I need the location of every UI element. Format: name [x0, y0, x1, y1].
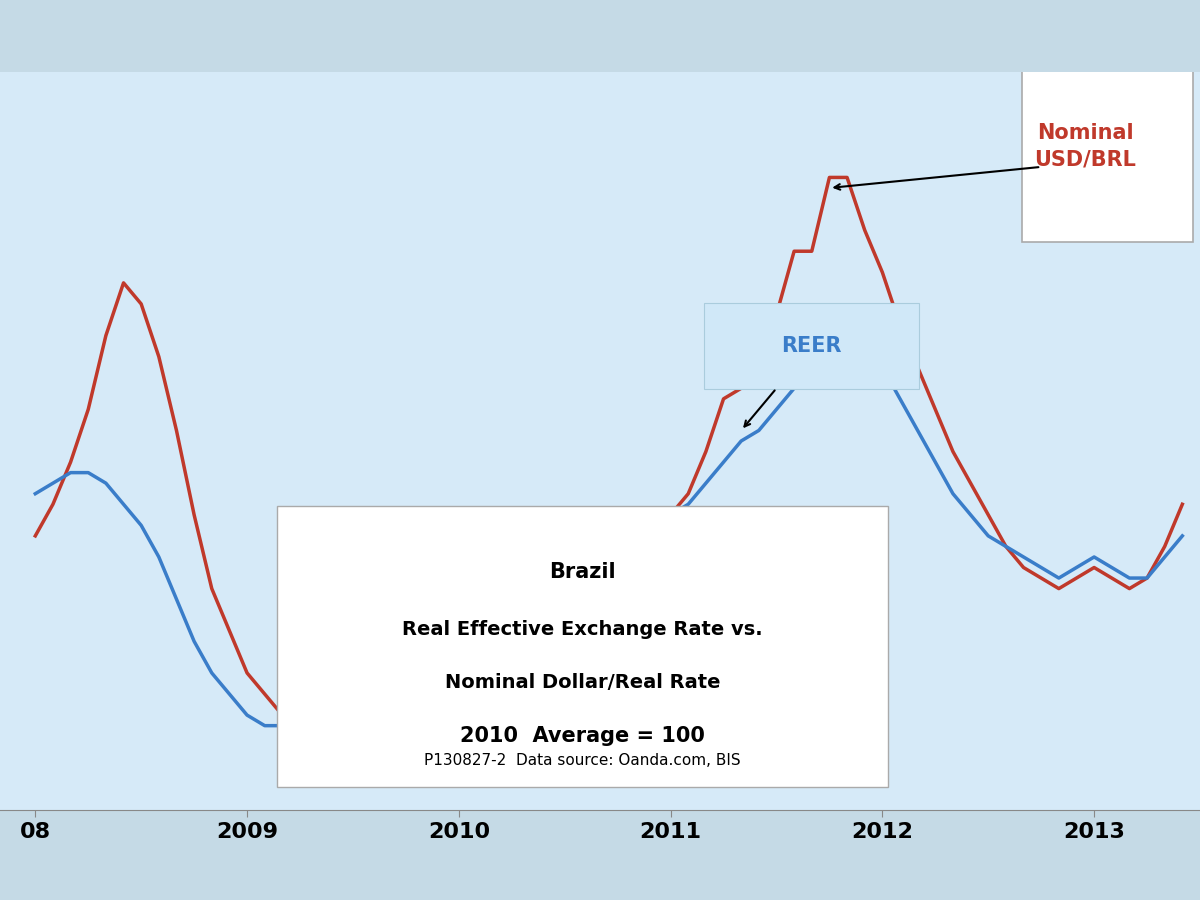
Text: P130827-2  Data source: Oanda.com, BIS: P130827-2 Data source: Oanda.com, BIS [424, 752, 740, 768]
Text: Real Effective Exchange Rate vs.: Real Effective Exchange Rate vs. [402, 620, 763, 639]
Text: Nominal
USD/BRL: Nominal USD/BRL [1034, 122, 1136, 169]
FancyBboxPatch shape [1021, 71, 1193, 242]
Text: 2010  Average = 100: 2010 Average = 100 [460, 725, 704, 746]
Text: Nominal Dollar/Real Rate: Nominal Dollar/Real Rate [445, 673, 720, 692]
Text: Brazil: Brazil [550, 562, 616, 582]
FancyBboxPatch shape [704, 303, 919, 390]
Text: REER: REER [781, 336, 842, 356]
FancyBboxPatch shape [277, 507, 888, 787]
